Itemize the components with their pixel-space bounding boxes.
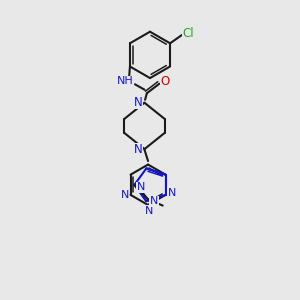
Text: N: N: [150, 196, 158, 206]
Text: N: N: [120, 190, 129, 200]
Text: N: N: [134, 96, 142, 109]
Text: N: N: [134, 143, 142, 156]
Text: Cl: Cl: [183, 27, 194, 40]
Text: O: O: [161, 75, 170, 88]
Text: N: N: [168, 188, 176, 197]
Text: N: N: [145, 206, 153, 216]
Text: NH: NH: [117, 76, 134, 86]
Text: N: N: [137, 182, 145, 192]
